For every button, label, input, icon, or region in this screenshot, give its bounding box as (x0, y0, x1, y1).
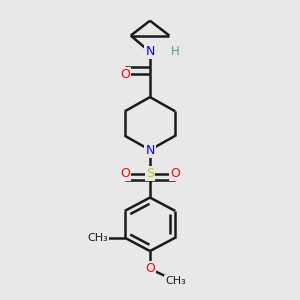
Text: CH₃: CH₃ (165, 276, 186, 286)
Text: O: O (120, 68, 130, 81)
Text: O: O (145, 262, 155, 275)
Text: O: O (120, 167, 130, 180)
Text: N: N (145, 45, 155, 58)
Text: N: N (145, 143, 155, 157)
Text: H: H (171, 45, 180, 58)
Text: S: S (146, 167, 154, 180)
Text: O: O (170, 167, 180, 180)
Text: CH₃: CH₃ (88, 233, 108, 243)
